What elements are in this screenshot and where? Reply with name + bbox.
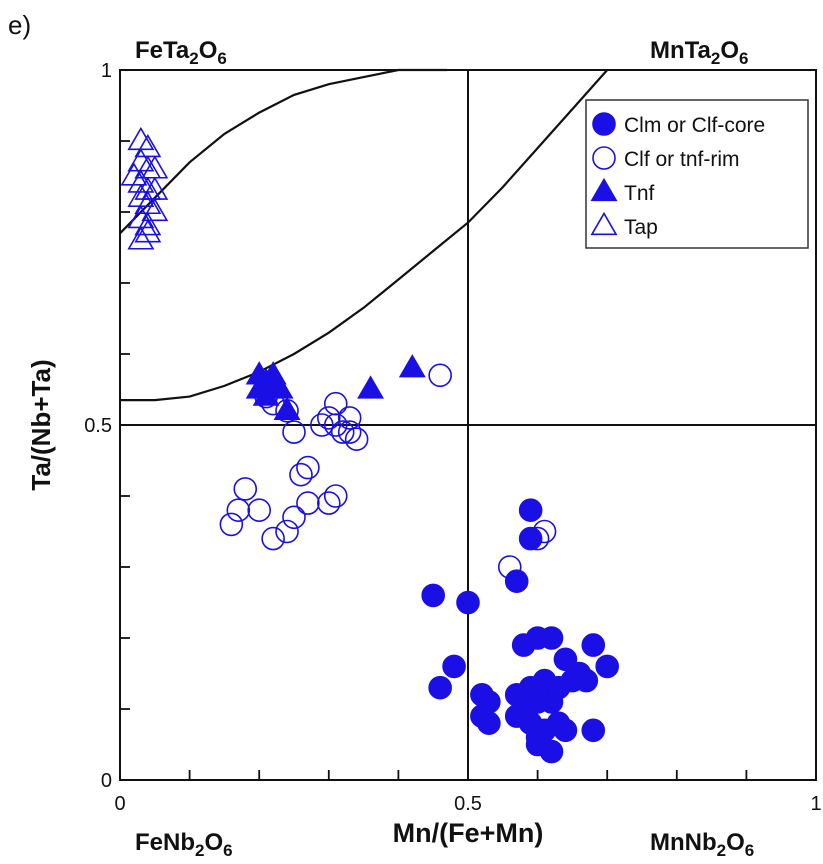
point-filled-circle <box>539 739 564 764</box>
point-filled-circle <box>456 590 480 615</box>
point-filled-circle <box>539 626 564 650</box>
point-open-circle <box>532 519 557 544</box>
boundary-curve-1 <box>119 68 448 235</box>
point-open-circle <box>337 406 362 430</box>
divider-lines <box>120 70 816 780</box>
point-filled-circle <box>581 718 606 743</box>
point-open-circle <box>316 491 341 515</box>
point-filled-triangle <box>357 375 385 399</box>
point-open-circle <box>219 512 244 537</box>
legend-marker-open-circle <box>592 146 616 170</box>
point-open-circle <box>261 526 285 551</box>
legend-marker-open-triangle <box>590 211 618 236</box>
y-axis-label: Ta/(Nb+Ta) <box>26 359 56 490</box>
boundary-curves <box>119 68 609 402</box>
legend: Clm or Clf-core Clf or tnf-rim Tnf Tap <box>585 99 809 249</box>
point-filled-circle <box>553 647 578 672</box>
x-tick-label: 0 <box>114 793 125 815</box>
x-tick-label: 0.5 <box>454 793 482 815</box>
point-open-triangle <box>120 162 148 186</box>
corner-label-top-right: MnTa2O6 <box>650 37 749 68</box>
point-filled-circle <box>539 690 564 714</box>
x-tick-label: 1 <box>810 793 821 815</box>
point-open-triangle <box>134 212 162 236</box>
point-open-circle <box>330 420 355 444</box>
legend-marker-filled-triangle <box>590 177 618 202</box>
point-filled-circle <box>428 675 452 700</box>
legend-label-open-triangle: Tap <box>624 216 658 239</box>
point-open-circle <box>282 420 306 444</box>
axis-ticks: 0 0.5 1 0 0.5 1 <box>84 60 821 815</box>
legend-label-filled-circle: Clm or Clf-core <box>624 114 765 137</box>
point-open-triangle <box>141 197 169 222</box>
point-filled-circle <box>442 654 466 679</box>
legend-label-filled-triangle: Tnf <box>624 182 655 205</box>
point-filled-circle <box>574 668 599 693</box>
data-points <box>120 126 620 764</box>
point-open-circle <box>226 498 251 523</box>
y-tick-label: 1 <box>101 60 112 82</box>
point-open-circle <box>233 477 258 501</box>
point-filled-triangle <box>398 354 426 378</box>
point-open-triangle <box>127 226 155 250</box>
y-tick-label: 0.5 <box>84 415 112 437</box>
point-filled-circle <box>595 654 620 679</box>
point-open-triangle <box>134 219 162 243</box>
point-open-circle <box>316 406 341 430</box>
y-tick-label: 0 <box>101 770 112 792</box>
corner-label-bottom-right: MnNb2O6 <box>650 829 754 860</box>
boundary-curve-2 <box>120 69 609 402</box>
point-filled-circle <box>477 711 501 736</box>
point-filled-triangle <box>266 375 294 399</box>
point-open-circle <box>344 427 369 452</box>
point-filled-circle <box>525 725 550 750</box>
point-open-circle <box>296 491 320 515</box>
point-open-circle <box>337 420 362 444</box>
corner-label-bottom-right-text: MnNb2O6 <box>650 829 754 860</box>
point-filled-circle <box>581 633 606 657</box>
point-filled-circle <box>421 583 446 608</box>
point-open-circle <box>525 526 550 551</box>
corner-label-top-left-text: FeTa2O6 <box>135 37 227 68</box>
point-open-circle <box>296 455 320 480</box>
point-open-circle <box>310 413 334 437</box>
point-filled-circle <box>504 569 529 594</box>
point-open-triangle <box>127 169 155 193</box>
corner-label-bottom-left: FeNb2O6 <box>135 829 233 860</box>
corner-label-bottom-left-text: FeNb2O6 <box>135 829 233 860</box>
point-open-circle <box>289 462 313 487</box>
panel-label: e) <box>8 10 31 40</box>
point-open-circle <box>428 363 452 388</box>
corner-label-top-right-text: MnTa2O6 <box>650 37 749 68</box>
point-filled-circle <box>518 498 543 523</box>
point-open-circle <box>275 519 299 544</box>
point-open-circle <box>247 498 272 523</box>
point-open-triangle <box>141 176 169 200</box>
corner-label-top-left: FeTa2O6 <box>135 37 227 68</box>
point-open-circle <box>282 505 306 530</box>
point-filled-triangle <box>273 396 301 420</box>
point-open-circle <box>323 391 348 416</box>
point-open-triangle <box>141 155 169 179</box>
legend-label-open-circle: Clf or tnf-rim <box>624 148 740 171</box>
legend-marker-filled-circle <box>592 112 616 136</box>
x-axis-label: Mn/(Fe+Mn) <box>393 818 544 848</box>
legend-box <box>585 99 809 249</box>
point-filled-circle <box>518 526 543 551</box>
point-open-circle <box>497 555 522 579</box>
point-filled-circle <box>553 718 578 743</box>
point-open-circle <box>323 484 348 508</box>
